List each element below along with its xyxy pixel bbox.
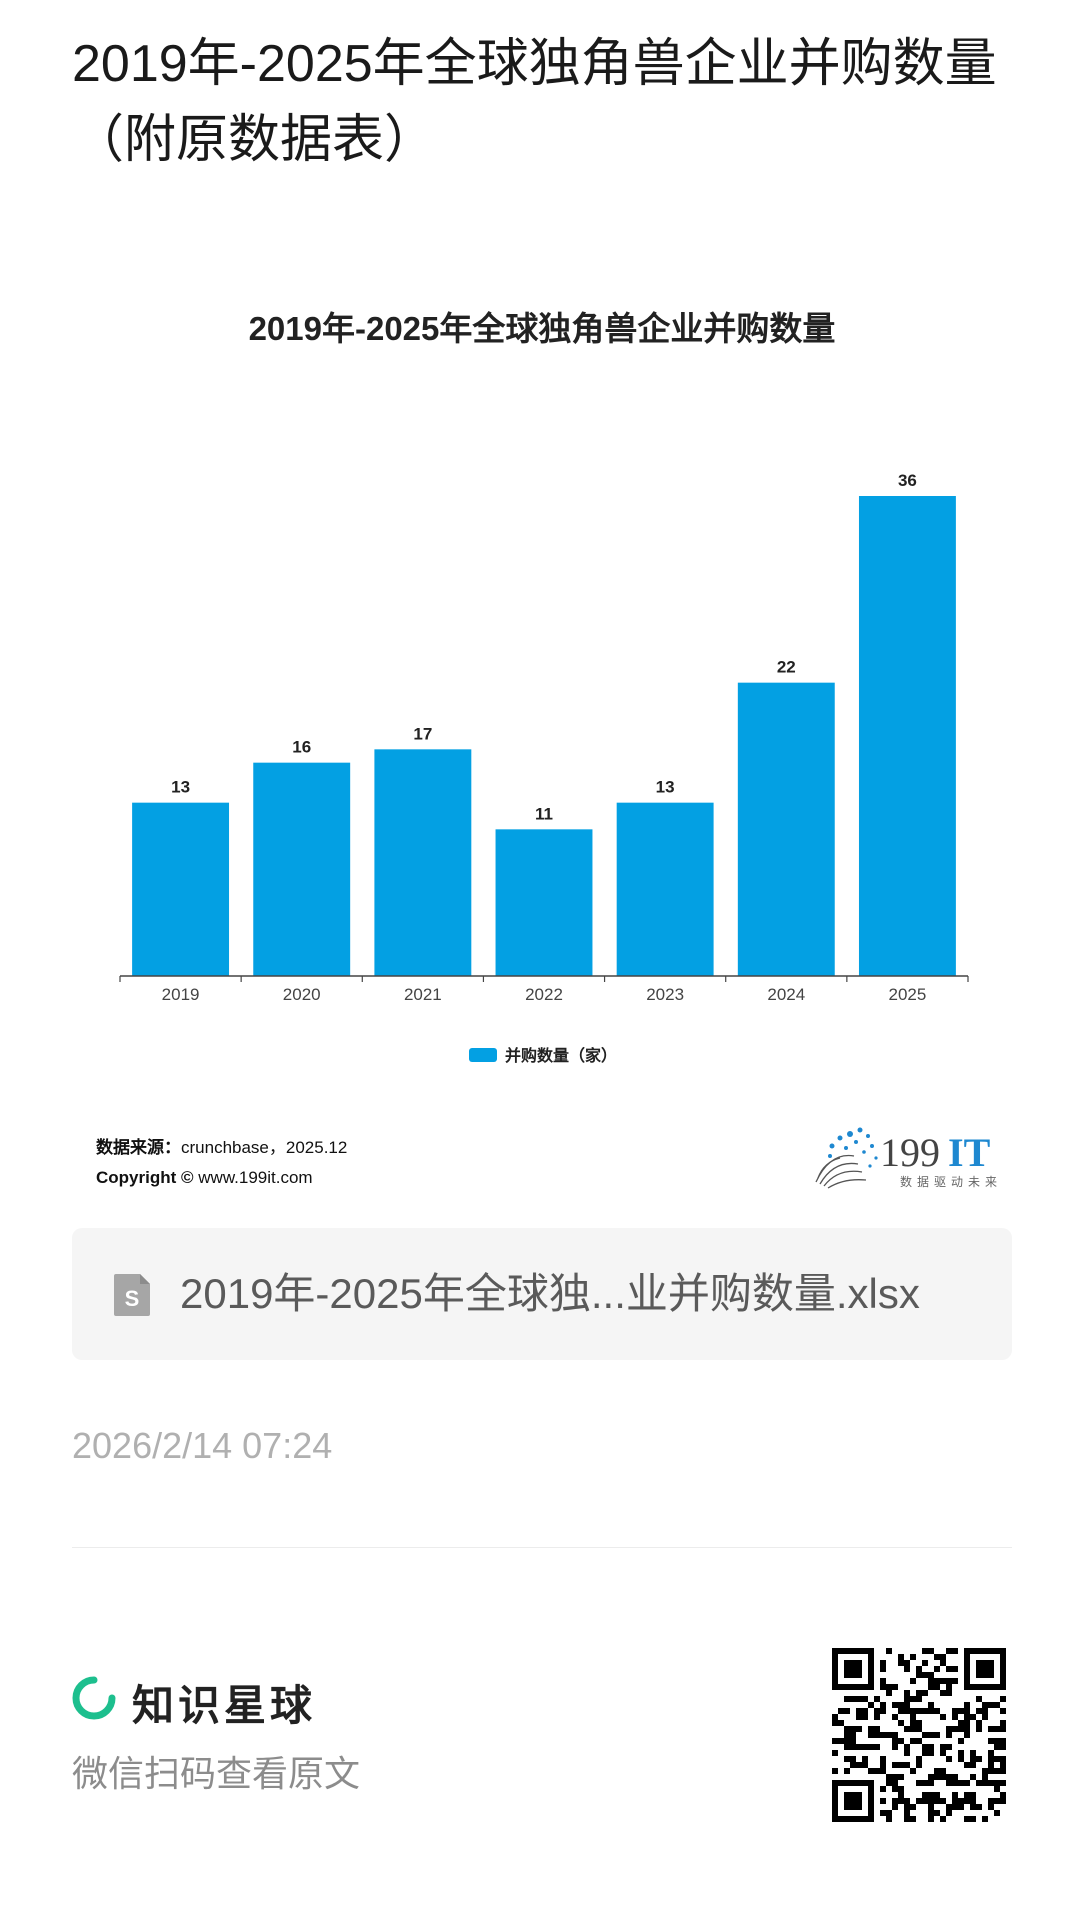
page-title: 2019年-2025年全球独角兽企业并购数量（附原数据表） bbox=[72, 35, 997, 169]
copyright-value: www.199it.com bbox=[198, 1168, 313, 1187]
data-label-2019: 13 bbox=[171, 778, 190, 797]
dandelion-logo-icon: 199 IT 数据驱动未来 bbox=[815, 1127, 1000, 1189]
data-label-2023: 13 bbox=[656, 778, 675, 797]
bar-2022 bbox=[495, 829, 593, 976]
post-timestamp: 2026/2/14 07:24 bbox=[72, 1425, 333, 1466]
x-tick-label-2025: 2025 bbox=[889, 985, 927, 1004]
x-tick-label-2020: 2020 bbox=[283, 985, 321, 1004]
bar-2023 bbox=[616, 802, 714, 976]
bar-2021 bbox=[374, 749, 472, 976]
brand-tagline: 数据驱动未来 bbox=[900, 1174, 1000, 1189]
app-name: 知识星球 bbox=[132, 1682, 317, 1729]
bar-2020 bbox=[253, 762, 351, 976]
spreadsheet-file-icon: S bbox=[114, 1274, 150, 1316]
bar-chart: 2019年-2025年全球独角兽企业并购数量 13 16 17 11 13 22 36 20… bbox=[119, 310, 969, 1065]
svg-text:S: S bbox=[125, 1286, 140, 1311]
data-label-2022: 11 bbox=[535, 804, 553, 823]
zsxq-logo-icon bbox=[72, 1676, 116, 1720]
bar-2024 bbox=[737, 682, 835, 976]
bar-2025 bbox=[858, 496, 956, 976]
x-tick-label-2024: 2024 bbox=[767, 985, 805, 1004]
legend-label: 并购数量（家） bbox=[505, 1046, 617, 1065]
legend-swatch bbox=[469, 1048, 497, 1062]
data-label-2020: 16 bbox=[292, 738, 311, 757]
source-label: 数据来源： bbox=[96, 1138, 181, 1157]
copyright-label: Copyright © bbox=[96, 1168, 194, 1187]
data-source: 数据来源：crunchbase，2025.12 Copyright © www.… bbox=[96, 1133, 347, 1193]
x-tick-label-2021: 2021 bbox=[404, 985, 442, 1004]
attachment-file-card[interactable]: S 2019年-2025年全球独...业并购数量.xlsx bbox=[72, 1228, 1012, 1360]
brand-logo: 199 IT 数据驱动未来 bbox=[810, 1122, 1000, 1194]
x-tick-label-2019: 2019 bbox=[162, 985, 200, 1004]
x-tick-label-2023: 2023 bbox=[646, 985, 684, 1004]
x-tick-label-2022: 2022 bbox=[525, 985, 563, 1004]
chart-legend: 并购数量（家） bbox=[469, 1046, 617, 1065]
scan-hint: 微信扫码查看原文 bbox=[72, 1753, 361, 1794]
bar-2019 bbox=[132, 802, 230, 976]
source-value: crunchbase，2025.12 bbox=[181, 1138, 348, 1157]
file-name[interactable]: 2019年-2025年全球独...业并购数量.xlsx bbox=[180, 1270, 920, 1317]
brand-number: 199 bbox=[880, 1130, 940, 1175]
data-label-2024: 22 bbox=[777, 658, 796, 677]
chart-card: 2019年-2025年全球独角兽企业并购数量 13 16 17 11 13 22 36 20… bbox=[72, 300, 1008, 1200]
brand-it: IT bbox=[948, 1130, 991, 1175]
qr-code-icon[interactable] bbox=[832, 1648, 1006, 1822]
data-label-2021: 17 bbox=[413, 724, 432, 743]
data-label-2025: 36 bbox=[898, 471, 917, 490]
chart-title: 2019年-2025年全球独角兽企业并购数量 bbox=[249, 310, 836, 347]
divider bbox=[72, 1547, 1012, 1548]
